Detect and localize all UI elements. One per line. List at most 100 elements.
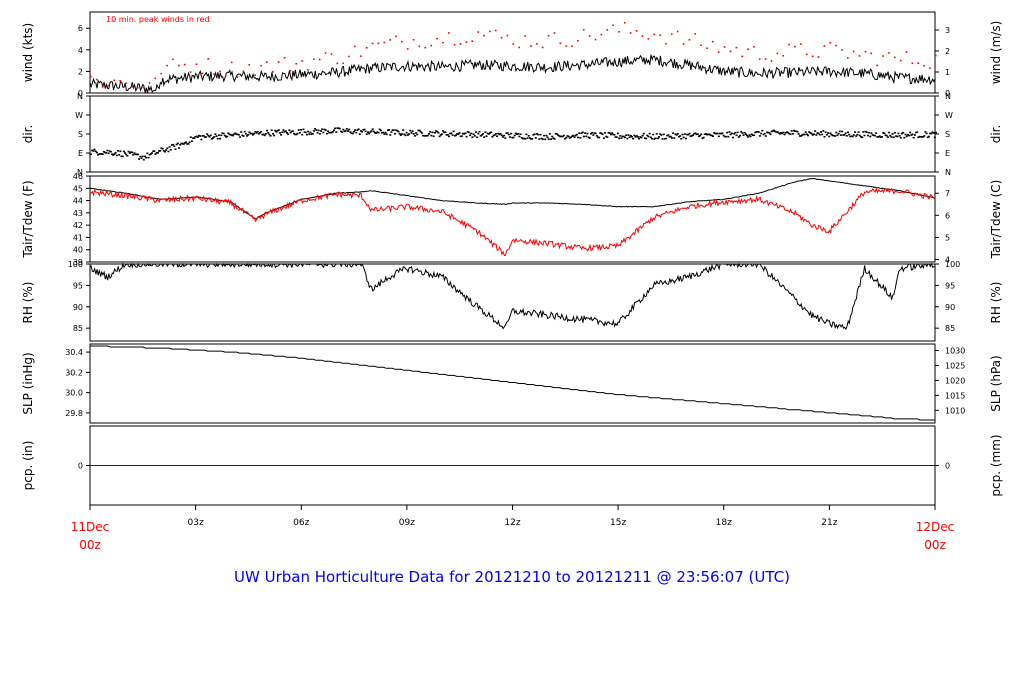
- direction-point: [614, 136, 617, 138]
- direction-point: [573, 136, 576, 139]
- direction-point: [442, 130, 445, 132]
- y-tick-label-right: S: [945, 130, 950, 139]
- direction-point: [532, 134, 535, 136]
- peak-wind-point: [665, 42, 667, 45]
- peak-wind-point: [893, 56, 896, 59]
- direction-point: [600, 132, 603, 135]
- y-tick-label-right: 1015: [945, 391, 965, 400]
- peak-wind-point: [776, 52, 779, 55]
- direction-point: [302, 128, 305, 131]
- direction-point: [183, 142, 186, 144]
- direction-point: [849, 135, 852, 138]
- direction-point: [517, 133, 520, 135]
- direction-point: [591, 131, 594, 134]
- direction-point: [632, 137, 635, 140]
- direction-point: [499, 132, 502, 135]
- direction-point: [656, 137, 659, 140]
- direction-point: [748, 134, 751, 136]
- peak-wind-point: [530, 45, 532, 47]
- direction-point: [872, 134, 875, 137]
- direction-point: [727, 135, 730, 138]
- direction-point: [665, 137, 668, 140]
- direction-point: [839, 134, 842, 136]
- direction-point: [926, 136, 929, 139]
- direction-point: [358, 133, 361, 135]
- direction-point: [714, 132, 717, 135]
- direction-point: [206, 133, 209, 135]
- peak-wind-point: [418, 45, 421, 48]
- direction-point: [913, 134, 916, 136]
- panel-5: pcp. (in) pcp. (mm) 0 0: [21, 425, 1003, 506]
- direction-point: [682, 136, 685, 139]
- y-tick-label: 46: [73, 172, 83, 181]
- direction-point: [645, 137, 648, 140]
- direction-point: [129, 151, 132, 153]
- x-tick-label: 18z: [716, 518, 732, 528]
- direction-point: [585, 135, 588, 138]
- direction-point: [149, 153, 152, 155]
- direction-point: [717, 135, 720, 138]
- y-tick-label-right: 6: [945, 211, 950, 220]
- peak-wind-point: [823, 45, 826, 47]
- peak-wind-point: [471, 40, 474, 43]
- direction-point: [408, 133, 411, 135]
- direction-point: [838, 130, 841, 133]
- direction-point: [453, 134, 456, 137]
- peak-wind-point: [377, 42, 380, 45]
- direction-point: [399, 134, 402, 136]
- direction-point: [675, 134, 678, 136]
- direction-point: [654, 137, 657, 140]
- peak-wind-point: [307, 68, 309, 71]
- direction-point: [886, 136, 889, 138]
- y-tick-label: 42: [73, 221, 83, 230]
- panel-1: dir. dir. N E S W N N E S W N: [21, 92, 1003, 177]
- direction-point: [467, 131, 470, 134]
- y-tick-label: 100: [68, 260, 83, 269]
- peak-wind-point: [90, 75, 92, 78]
- y-tick-label-right: 1025: [945, 361, 965, 370]
- direction-point: [244, 132, 247, 135]
- peak-wind-point: [870, 52, 873, 55]
- peak-wind-point: [852, 50, 855, 53]
- direction-point: [417, 129, 420, 132]
- direction-point: [456, 133, 459, 135]
- peak-wind-point: [354, 45, 356, 48]
- direction-point: [389, 134, 392, 136]
- y-axis-label: dir.: [21, 125, 35, 144]
- direction-point: [844, 132, 847, 134]
- direction-point: [108, 150, 111, 152]
- direction-point: [409, 129, 412, 132]
- direction-point: [935, 131, 937, 134]
- direction-point: [229, 134, 232, 136]
- direction-point: [655, 133, 658, 135]
- panel-frame: [89, 95, 936, 173]
- direction-point: [248, 131, 251, 134]
- direction-point: [707, 133, 710, 136]
- direction-point: [264, 132, 267, 135]
- direction-point: [233, 133, 236, 135]
- direction-point: [565, 136, 568, 139]
- direction-point: [809, 131, 812, 134]
- direction-point: [543, 134, 546, 137]
- direction-point: [764, 135, 767, 137]
- peak-wind-point: [653, 33, 655, 36]
- direction-point: [915, 131, 918, 134]
- direction-point: [489, 132, 492, 134]
- direction-point: [843, 134, 846, 136]
- direction-point: [681, 133, 684, 136]
- direction-point: [761, 129, 764, 132]
- direction-point: [876, 135, 879, 138]
- direction-point: [167, 150, 170, 153]
- direction-point: [415, 132, 418, 134]
- direction-point: [122, 150, 125, 153]
- direction-point: [449, 132, 452, 135]
- direction-point: [195, 135, 198, 138]
- peak-wind-point: [747, 48, 749, 51]
- direction-point: [349, 131, 352, 133]
- peak-wind-point: [195, 63, 198, 66]
- direction-point: [729, 133, 732, 136]
- direction-point: [175, 143, 178, 146]
- direction-point: [471, 136, 474, 139]
- direction-point: [582, 135, 585, 138]
- direction-point: [493, 134, 496, 136]
